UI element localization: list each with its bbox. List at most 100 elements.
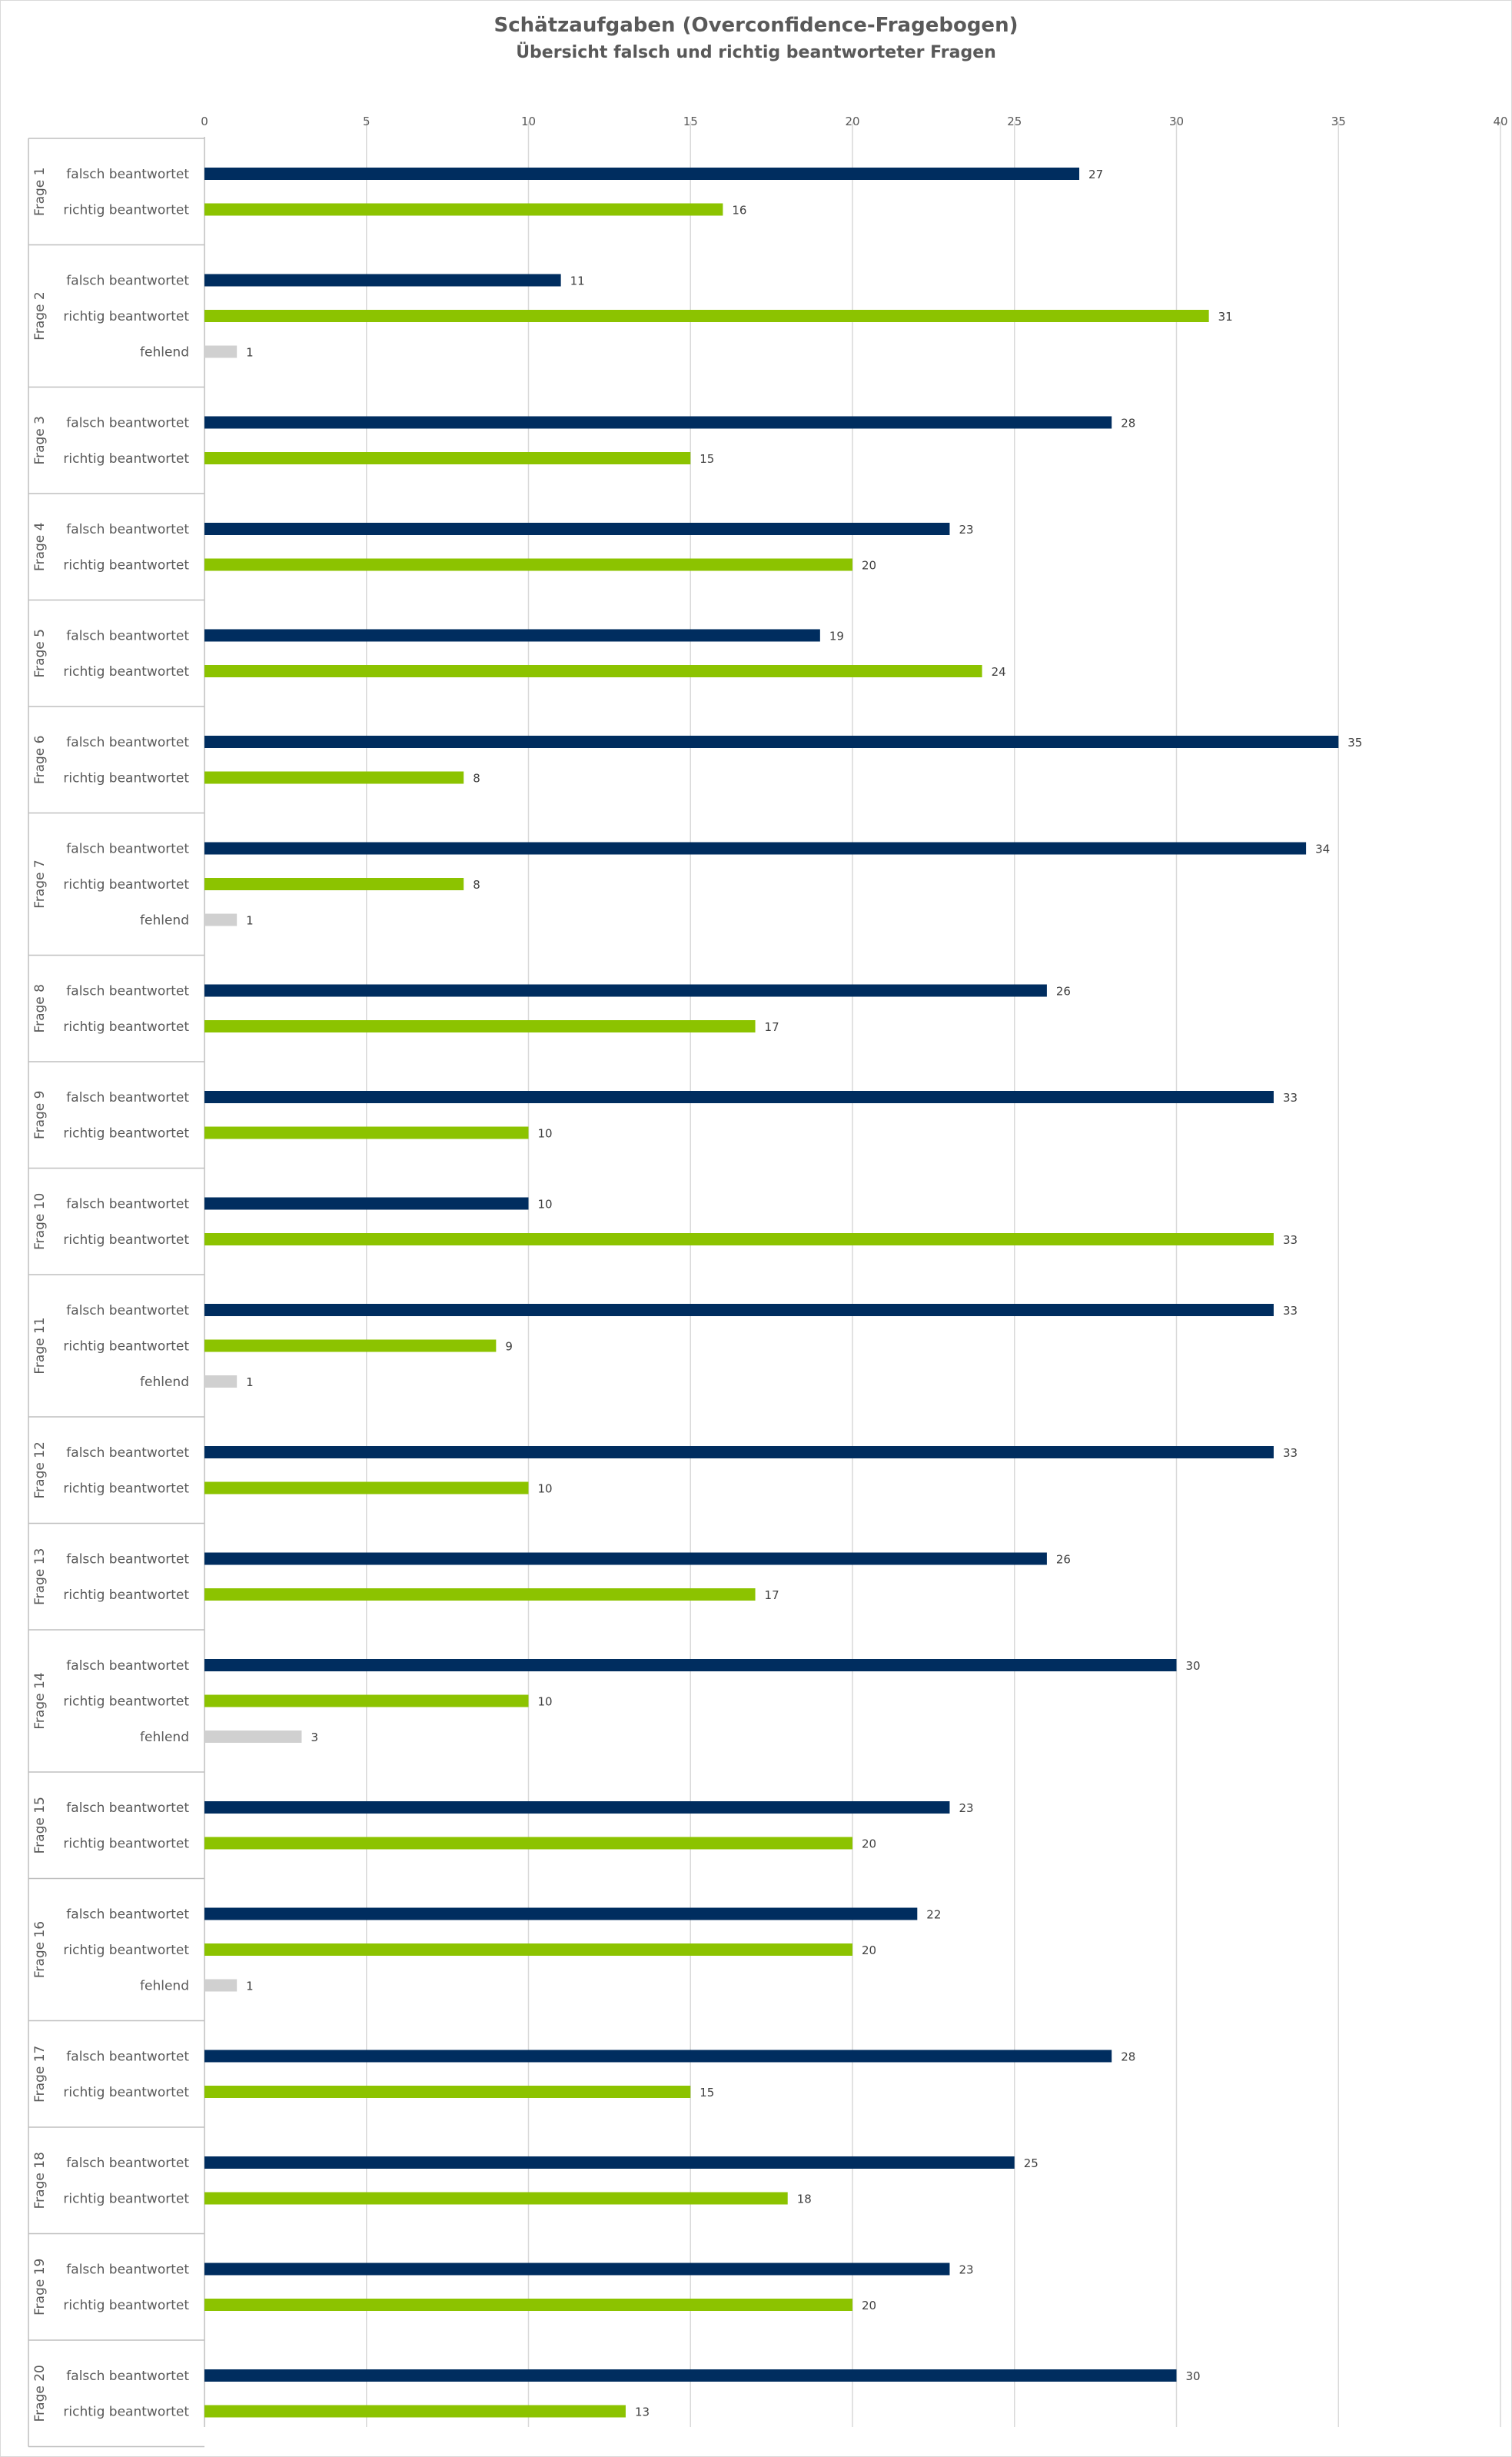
group-label: Frage 12 [32,1441,48,1498]
data-label: 19 [829,630,844,643]
bar [204,771,464,784]
bar-label: richtig beantwortet [63,2405,189,2420]
bar [204,1659,1177,1671]
group-label: Frage 20 [32,2365,48,2422]
group-label: Frage 6 [32,736,48,784]
data-label: 20 [862,559,876,573]
bar-label: richtig beantwortet [63,2298,189,2313]
x-tick-label: 15 [683,115,698,128]
bar [204,2263,950,2276]
x-tick-label: 35 [1331,115,1346,128]
bar-label: falsch beantwortet [66,1800,189,1816]
bar-label: richtig beantwortet [63,1588,189,1603]
x-tick-label: 40 [1493,115,1507,128]
bar [204,1837,852,1850]
data-label: 20 [862,1943,876,1957]
group-label: Frage 13 [32,1548,48,1605]
bar [204,1943,852,1956]
bar [204,2156,1015,2169]
bar-label: richtig beantwortet [63,2192,189,2207]
bar-label: falsch beantwortet [66,629,189,644]
x-tick-label: 5 [363,115,371,128]
data-label: 28 [1121,2050,1135,2064]
bar [204,1907,918,1920]
bar-label: richtig beantwortet [63,451,189,467]
bar [204,168,1080,180]
bar-label: richtig beantwortet [63,664,189,680]
data-label: 10 [538,1127,553,1141]
bar [204,2192,788,2205]
bar-label: falsch beantwortet [66,2050,189,2065]
group-label: Frage 16 [32,1921,48,1978]
bar [204,1481,529,1494]
data-label: 13 [635,2405,650,2419]
x-tick-label: 25 [1007,115,1022,128]
group-label: Frage 19 [32,2259,48,2316]
data-label: 16 [732,204,746,218]
data-label: 17 [765,1020,779,1034]
data-label: 27 [1088,168,1103,181]
data-label: 35 [1348,736,1362,750]
bar [204,1126,529,1139]
bar [204,1091,1274,1103]
group-label: Frage 9 [32,1091,48,1139]
group-label: Frage 11 [32,1317,48,1374]
bar [204,1375,238,1388]
bar-label: falsch beantwortet [66,2369,189,2384]
data-label: 15 [700,452,714,466]
data-label: 9 [505,1340,513,1354]
bar-label: richtig beantwortet [63,1339,189,1355]
bar-label: richtig beantwortet [63,877,189,893]
data-label: 11 [570,274,585,288]
bar-label: richtig beantwortet [63,1019,189,1035]
bar [204,2405,626,2418]
bar [204,913,238,926]
bar [204,1801,950,1814]
data-label: 24 [992,665,1006,679]
bar [204,274,561,287]
data-label: 33 [1283,1233,1298,1247]
bar-label: fehlend [140,1730,189,1745]
bar-label: richtig beantwortet [63,1126,189,1142]
data-label: 30 [1186,2369,1201,2383]
data-label: 15 [700,2086,714,2100]
group-label: Frage 8 [32,984,48,1032]
bar-label: falsch beantwortet [66,1197,189,1212]
data-label: 8 [473,878,480,892]
bar [204,878,464,890]
group-label: Frage 3 [32,416,48,464]
bar [204,1339,497,1352]
data-label: 8 [473,772,480,786]
bar-label: falsch beantwortet [66,1552,189,1568]
bar-label: falsch beantwortet [66,2156,189,2171]
group-label: Frage 1 [32,168,48,216]
data-label: 33 [1283,1304,1298,1318]
bar [204,1304,1274,1316]
bar-label: falsch beantwortet [66,1303,189,1318]
bar [204,2086,691,2098]
group-label: Frage 5 [32,629,48,677]
bar-label: falsch beantwortet [66,2263,189,2278]
bar-label: richtig beantwortet [63,2085,189,2100]
group-label: Frage 15 [32,1797,48,1854]
bar-label: falsch beantwortet [66,1090,189,1105]
data-label: 20 [862,2299,876,2312]
data-label: 26 [1056,1553,1071,1567]
data-label: 30 [1186,1659,1201,1673]
bar [204,736,1339,748]
x-tick-label: 0 [201,115,208,128]
bar-label: falsch beantwortet [66,1658,189,1674]
group-label: Frage 18 [32,2152,48,2209]
bar-label: falsch beantwortet [66,842,189,857]
data-label: 10 [538,1482,553,1496]
bar-label: falsch beantwortet [66,735,189,750]
data-label: 3 [311,1731,318,1744]
data-label: 1 [246,1375,254,1389]
bar-label: richtig beantwortet [63,771,189,786]
bar [204,665,982,677]
group-label: Frage 14 [32,1672,48,1729]
bar-label: richtig beantwortet [63,1481,189,1497]
group-label: Frage 2 [32,291,48,340]
bar [204,1233,1274,1245]
